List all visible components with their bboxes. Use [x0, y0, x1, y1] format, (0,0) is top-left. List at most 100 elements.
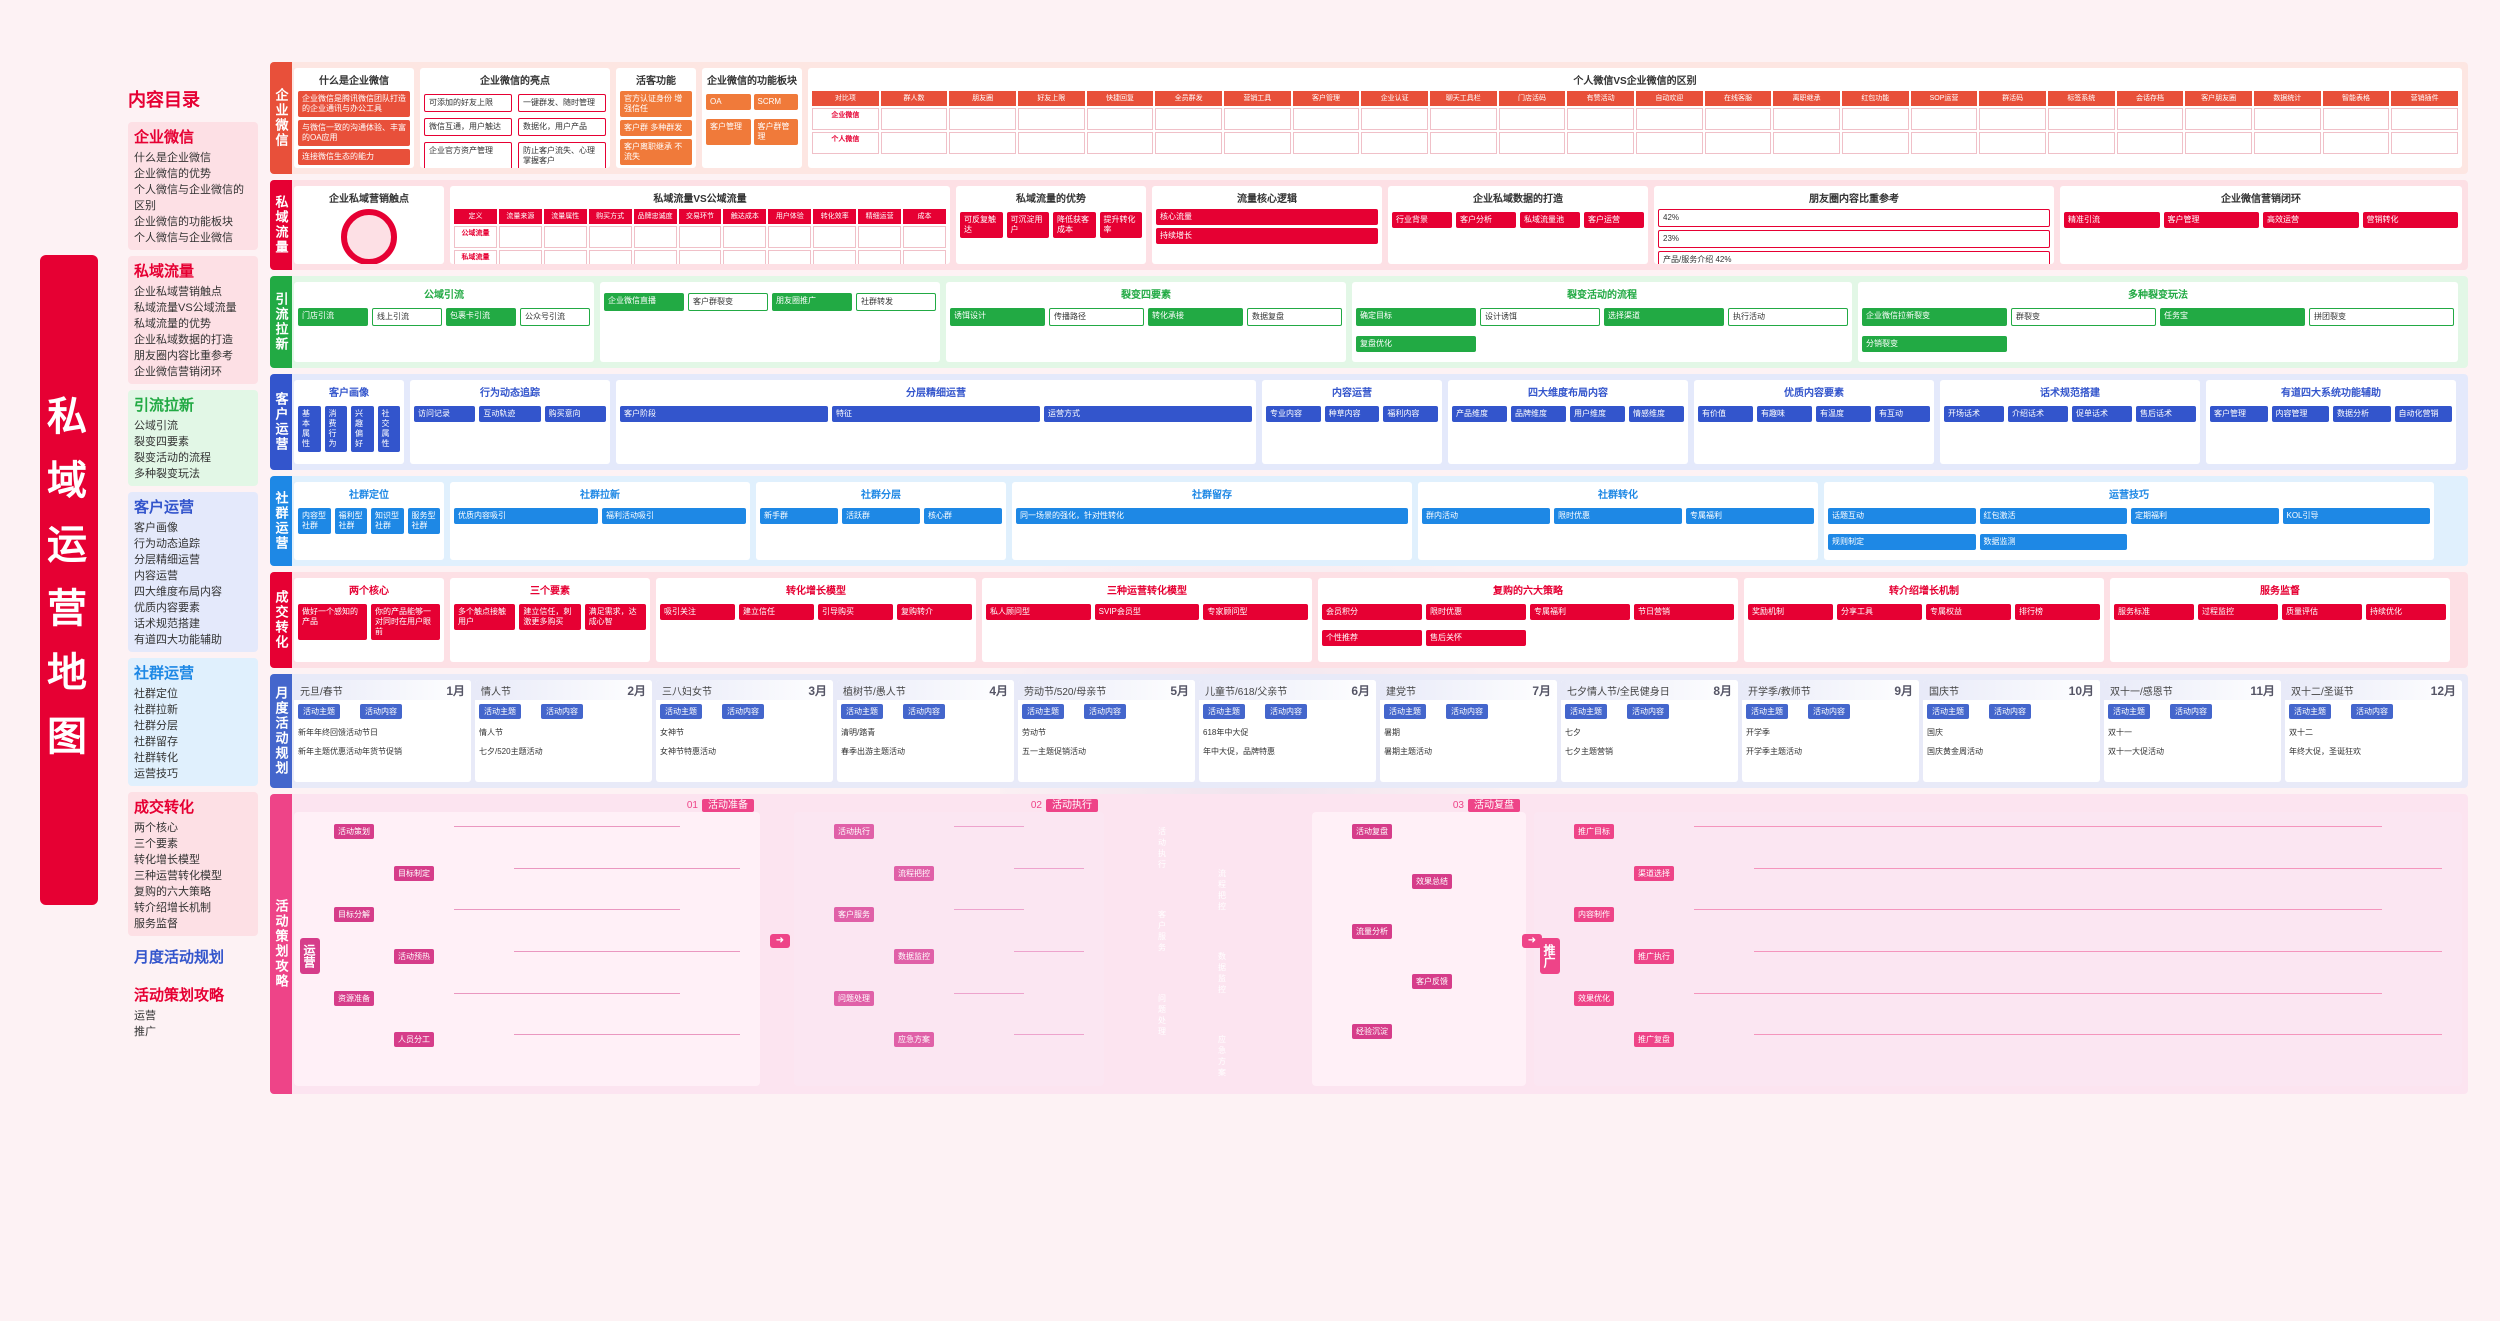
toc-item[interactable]: 裂变四要素 [134, 436, 189, 448]
table-cell [498, 226, 542, 248]
toc-item[interactable]: 个人微信与企业微信的区别 [134, 184, 244, 212]
panel-title: 三种运营转化模型 [1107, 586, 1187, 597]
panel-touchpoints: 企业私域营销触点 [294, 186, 444, 264]
panel-title: 企业私域数据的打造 [1473, 194, 1563, 205]
toc-item[interactable]: 社群留存 [134, 736, 178, 748]
toc-item[interactable]: 分层精细运营 [134, 554, 200, 566]
month-header: 儿童节/618/父亲节 6月 [1199, 680, 1376, 700]
toc-group-title[interactable]: 月度活动规划 [134, 949, 225, 966]
toc-group-title[interactable]: 私域流量 [134, 263, 195, 280]
toc-item[interactable]: 两个核心 [134, 822, 178, 834]
toc-item[interactable]: 服务监督 [134, 918, 178, 930]
toc-group-title[interactable]: 社群运营 [134, 665, 195, 682]
toc-item[interactable]: 社群定位 [134, 688, 178, 700]
panel-acquire-0: 公域引流 门店引流 线上引流 包裹卡引流 公众号引流 [294, 282, 594, 362]
toc-item[interactable]: 行为动态追踪 [134, 538, 200, 550]
toc-group[interactable]: 引流拉新公域引流裂变四要素裂变活动的流程 多种裂变玩法 [128, 390, 258, 486]
toc-item[interactable]: 有道四大功能辅助 [134, 634, 222, 646]
table-cell [1704, 132, 1772, 154]
toc-group-title[interactable]: 企业微信 [134, 129, 195, 146]
arrow-icon: ➜ [770, 934, 790, 948]
theme-tag: 活动主题 [1746, 704, 1788, 719]
item-box: 企业微信拉新裂变 [1862, 308, 2007, 326]
toc-item[interactable]: 客户画像 [134, 522, 178, 534]
mindmap-leaf [454, 826, 680, 836]
toc-item[interactable]: 四大维度布局内容 [134, 586, 222, 598]
item-box: 情感维度 [1629, 406, 1684, 422]
toc-item[interactable]: 公域引流 [134, 420, 178, 432]
panel-title: 企业微信的亮点 [480, 76, 550, 87]
toc-group[interactable]: 月度活动规划 [128, 942, 258, 974]
toc-item[interactable]: 三个要素 [134, 838, 178, 850]
item-box: 降低获客成本 [1053, 212, 1096, 238]
panel-title: 企业私域营销触点 [329, 194, 409, 205]
toc-item[interactable]: 企业私域营销触点 [134, 286, 222, 298]
toc-item[interactable]: 个人微信与企业微信 [134, 232, 233, 244]
item-box: 限时优惠 [1554, 508, 1682, 524]
panel-title: 裂变四要素 [1121, 290, 1171, 301]
mindmap-leaf [514, 1034, 740, 1044]
month-header: 七夕情人节/全民健身日 8月 [1561, 680, 1738, 700]
toc-item[interactable]: 社群转化 [134, 752, 178, 764]
toc-item[interactable]: 复购的六大策略 [134, 886, 211, 898]
toc-group-title[interactable]: 成交转化 [134, 799, 195, 816]
table-header: 用户体验 [768, 209, 812, 224]
panel-body: 企业微信直播 客户群裂变 朋友圈推广 社群转发 [604, 290, 936, 314]
toc-item[interactable]: 三种运营转化模型 [134, 870, 222, 882]
table-cell: 企业微信 [812, 108, 879, 130]
month-name: 情人节 [481, 686, 511, 698]
toc-item[interactable]: 运营 [134, 1010, 156, 1022]
toc-item[interactable]: 社群拉新 [134, 704, 178, 716]
toc-item[interactable]: 私域流量的优势 [134, 318, 211, 330]
toc-group[interactable]: 成交转化两个核心三个要素转化增长模型三种运营转化模型 复购的六大策略 转介绍增长机制… [128, 792, 258, 936]
mindmap-node: 活动执行 [834, 824, 874, 839]
toc-group-title[interactable]: 客户运营 [134, 499, 195, 516]
table-cell [1223, 108, 1291, 130]
toc-item[interactable]: 裂变活动的流程 [134, 452, 211, 464]
month-theme: 情人节 [479, 728, 503, 737]
panel-body: 有价值 有趣味 有温度 有互动 [1698, 403, 1930, 425]
item-box: 持续优化 [2366, 604, 2446, 620]
toc-item[interactable]: 转介绍增长机制 [134, 902, 211, 914]
toc-item[interactable]: 运营技巧 [134, 768, 178, 780]
month-theme: 清明/踏青 [841, 728, 876, 737]
toc-group[interactable]: 客户运营客户画像行为动态追踪 分层精细运营 内容运营四大维度布局内容 优质内容要素 话术… [128, 492, 258, 652]
item-box: 分享工具 [1837, 604, 1922, 620]
item-box: 做好一个感知的产品 [298, 604, 367, 640]
toc-item[interactable]: 企业微信的功能板块 [134, 216, 233, 228]
panel-title: 多种裂变玩法 [2128, 290, 2188, 301]
toc-item[interactable]: 内容运营 [134, 570, 178, 582]
toc-item[interactable]: 朋友圈内容比重参考 [134, 350, 233, 362]
toc-item[interactable]: 企业私域数据的打造 [134, 334, 233, 346]
toc-group-title[interactable]: 引流拉新 [134, 397, 195, 414]
item-box: 一键群发、随时管理 [518, 94, 606, 112]
toc-item[interactable]: 推广 [134, 1026, 156, 1038]
item-box: 促单话术 [2072, 406, 2132, 422]
mindmap-node: 资源准备 [334, 990, 374, 1006]
panel-compare-table: 个人微信VS企业微信的区别 对比项 群人数 朋友圈 好友上限 快捷回复 全员群发 营销工具客… [808, 68, 2462, 168]
toc-item[interactable]: 社群分层 [134, 720, 178, 732]
toc-group[interactable]: 社群运营社群定位社群拉新社群分层社群留存社群转化运营技巧 [128, 658, 258, 786]
branch-label: 运营 [300, 938, 320, 975]
toc-group[interactable]: 活动策划攻略运营推广 [128, 980, 258, 1044]
panel-body: 做好一个感知的产品 你的产品能够一对同时在用户眼前 [298, 601, 440, 643]
toc-item[interactable]: 转化增长模型 [134, 854, 200, 866]
table-cell [1223, 132, 1291, 154]
toc-item[interactable]: 企业微信的优势 [134, 168, 211, 180]
toc-item[interactable]: 私域流量VS公域流量 [134, 302, 237, 314]
toc-group-title[interactable]: 活动策划攻略 [134, 987, 225, 1004]
toc-item[interactable]: 优质内容要素 [134, 602, 200, 614]
table-cell [1704, 108, 1772, 130]
toc-item[interactable]: 多种裂变玩法 [134, 468, 200, 480]
item-box: 节日营销 [1634, 604, 1734, 620]
item-box: 客户群裂变 [688, 293, 768, 311]
toc-group[interactable]: 私域流量企业私域营销触点私域流量VS公域流量 私域流量的优势企业私域数据的打造 朋友… [128, 256, 258, 384]
theme-tag: 活动主题 [1203, 704, 1245, 719]
toc-item[interactable]: 什么是企业微信 [134, 152, 211, 164]
toc-item[interactable]: 企业微信营销闭环 [134, 366, 222, 378]
theme-tag: 活动主题 [479, 704, 521, 719]
panel-body: 企业微信拉新裂变 群裂变 任务宝 拼团裂变 分销裂变 [1862, 305, 2454, 355]
item-box: 复购转介 [897, 604, 972, 620]
toc-item[interactable]: 话术规范搭建 [134, 618, 200, 630]
toc-group[interactable]: 企业微信什么是企业微信 企业微信的优势个人微信与企业微信的区别企业微信的功能板块个… [128, 122, 258, 250]
